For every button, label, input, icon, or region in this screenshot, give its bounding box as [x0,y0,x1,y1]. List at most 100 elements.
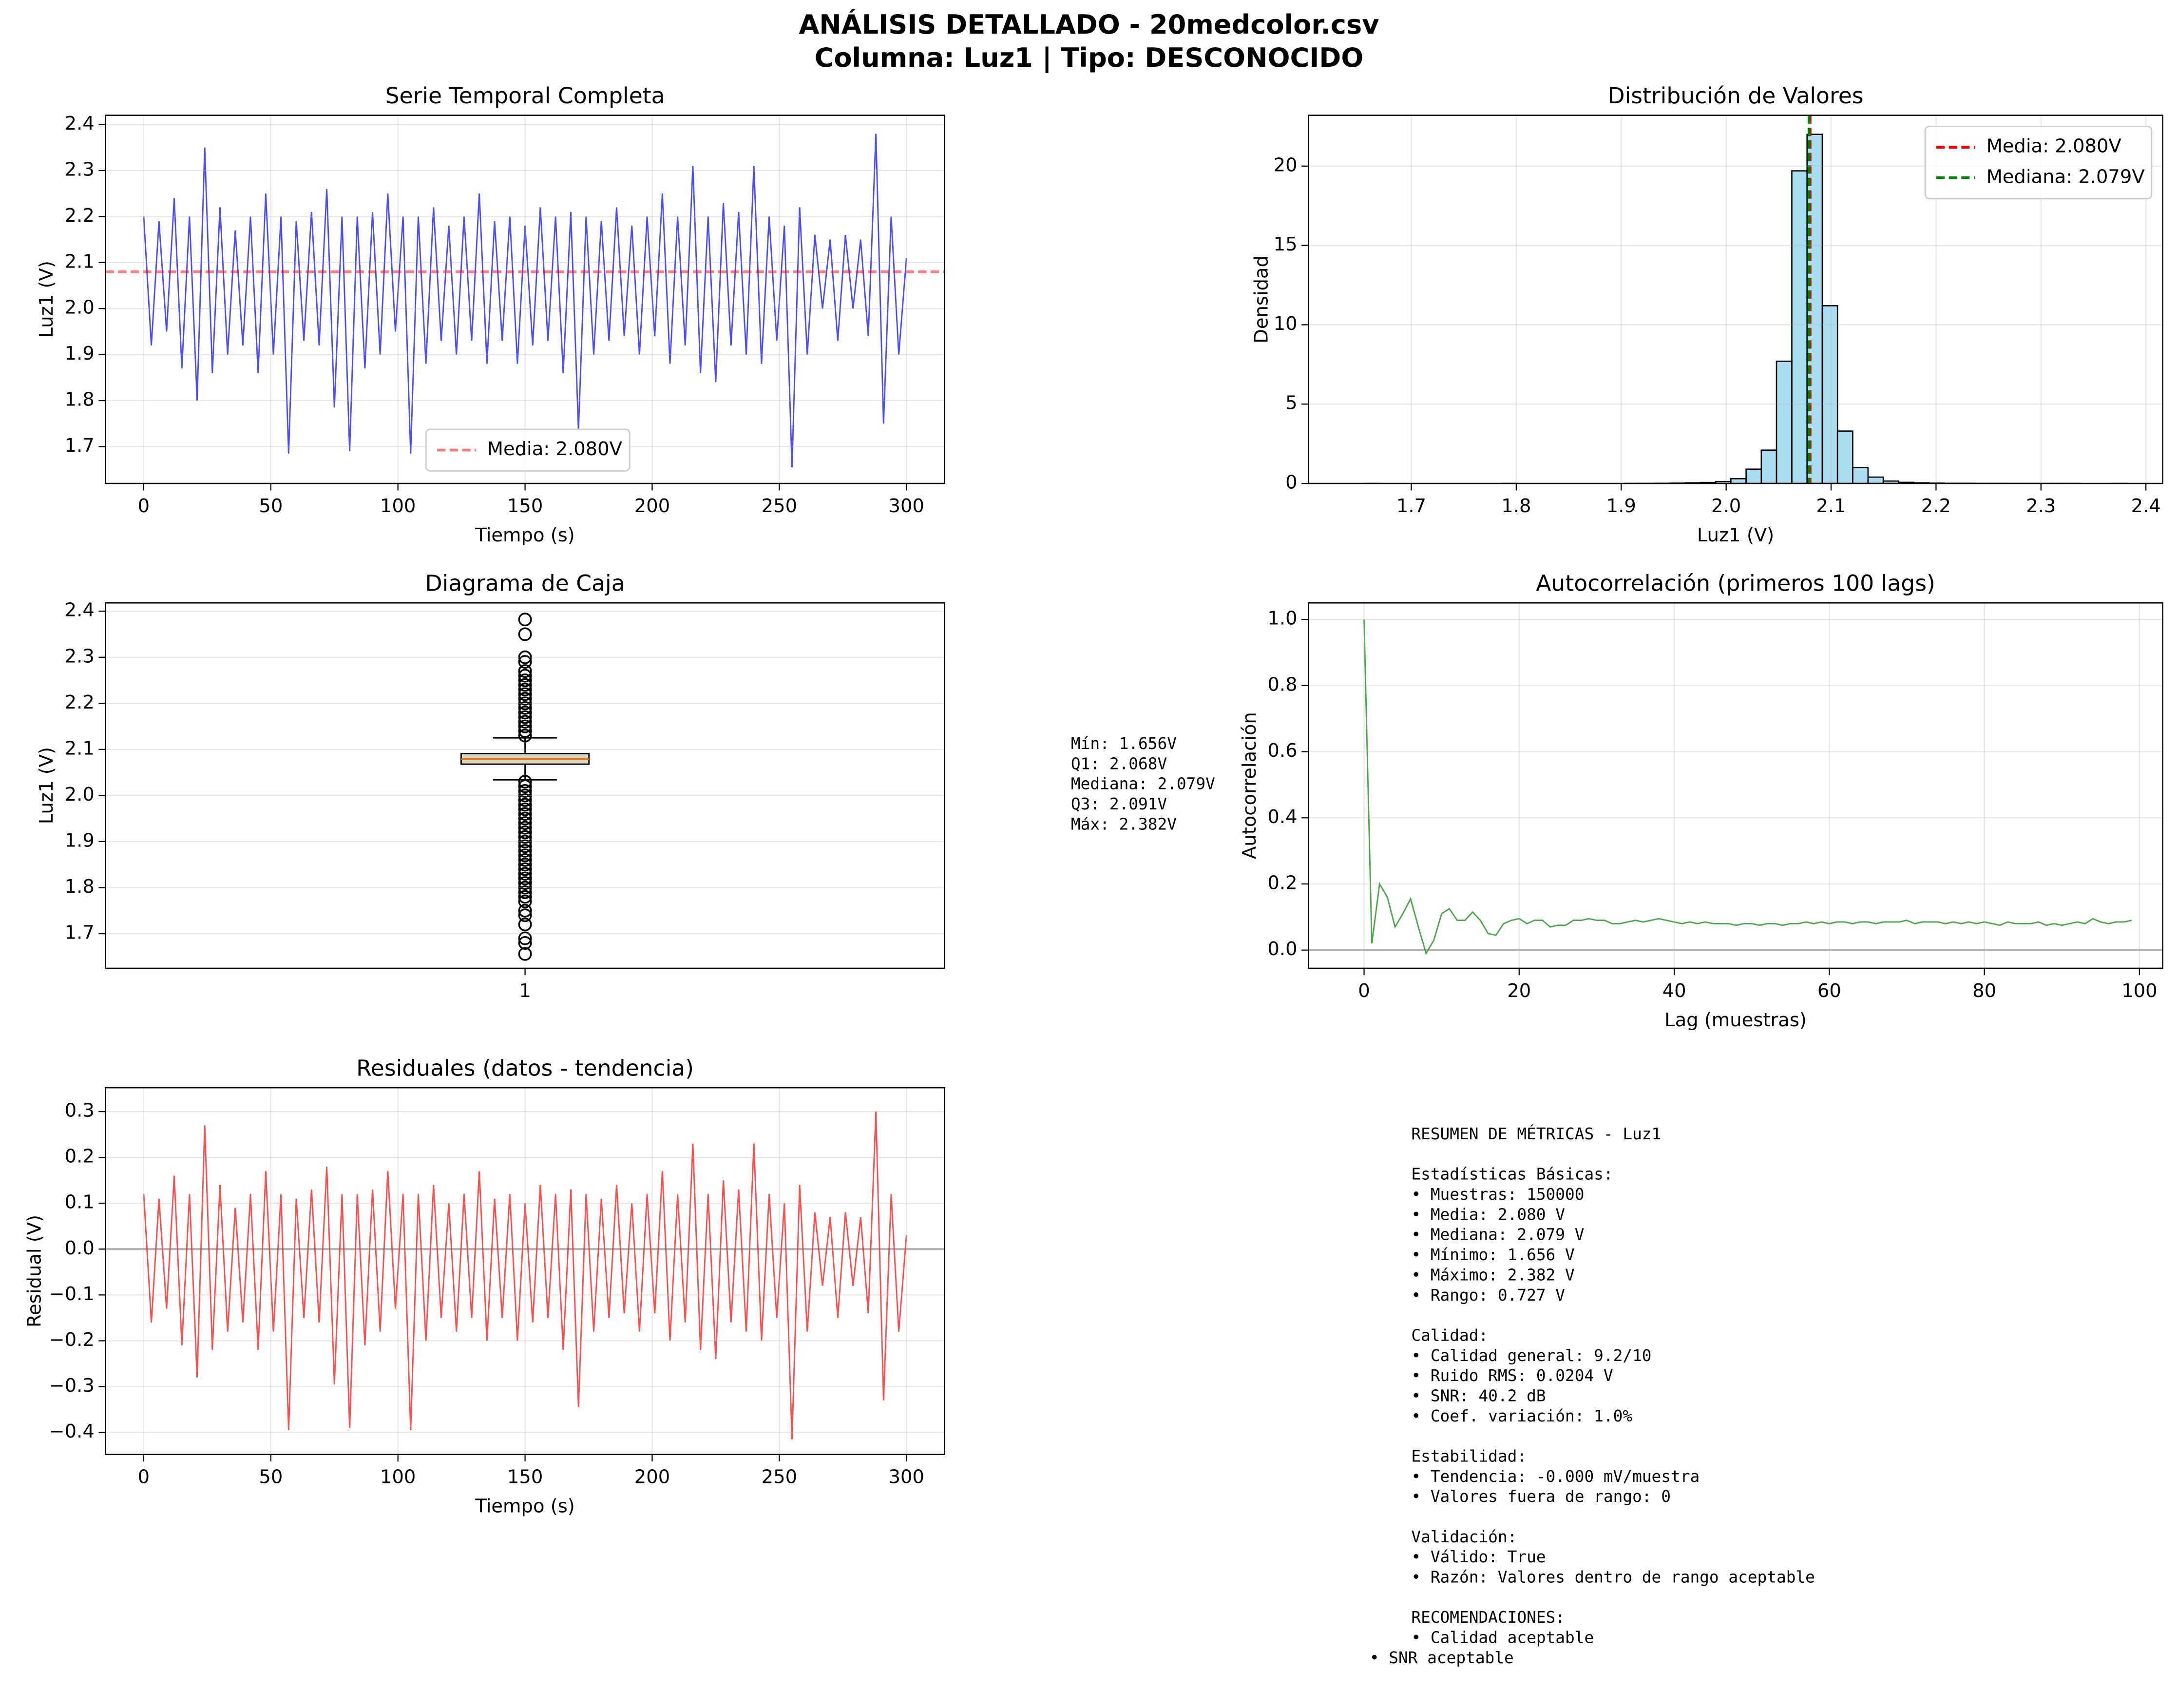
y-tick-label: 2.0 [65,297,95,319]
figure-title: ANÁLISIS DETALLADO - 20medcolor.csv [799,9,1379,40]
flier [518,613,532,627]
x-tick-label: 1.8 [1501,495,1531,517]
y-tick-label: −0.1 [49,1283,94,1305]
flier [518,701,532,715]
box-stats: Mín: 1.656V [1071,734,1177,753]
x-tick-label: 300 [889,1466,924,1488]
summary-line: • Coef. variación: 1.0% [1411,1407,1632,1425]
flier [518,784,532,798]
flier [518,793,532,807]
summary-line: RECOMENDACIONES: [1411,1608,1565,1627]
flier [518,719,532,733]
summary-line: Calidad: [1411,1326,1488,1344]
x-tick-label: 50 [259,1466,283,1488]
y-tick-label: 1.7 [65,435,95,457]
summary-line: • Valores fuera de rango: 0 [1411,1487,1671,1506]
box-stats: Q3: 2.091V [1071,795,1167,813]
flier [518,908,532,922]
flier [518,678,532,692]
x-tick-label: 0 [1358,980,1370,1002]
flier [518,706,532,720]
summary-line: Estabilidad: [1411,1447,1527,1465]
flier [518,710,532,724]
y-tick-label: 2.3 [65,645,95,667]
flier [518,627,532,641]
y-tick-label: 1.9 [65,829,95,851]
flier [518,715,532,729]
data-line [1363,619,2132,956]
flier [518,696,532,710]
summary-line: • SNR: 40.2 dB [1411,1386,1546,1405]
x-tick-label: 1.7 [1396,495,1426,517]
y-tick-label: 0 [1285,472,1297,494]
summary-line: RESUMEN DE MÉTRICAS - Luz1 [1411,1125,1661,1143]
x-tick-label: 1 [519,980,531,1002]
flier [518,871,532,885]
flier [518,848,532,863]
x-axis-label: Tiempo (s) [475,1496,574,1517]
x-tick-label: 60 [1817,980,1841,1002]
legend-box [1924,125,2153,200]
flier [518,807,532,821]
flier [518,844,532,858]
x-tick-label: 2.3 [2026,495,2056,517]
x-tick-label: 300 [889,495,924,517]
y-tick-label: 1.9 [65,343,95,365]
plot-area [460,613,590,961]
y-tick-label: 1.8 [65,876,95,898]
x-tick-label: 2.2 [1921,495,1951,517]
y-tick-label: 0.0 [65,1237,95,1259]
y-tick-label: 0.2 [1267,872,1297,894]
legend-box [425,428,630,472]
legend-label: Media: 2.080V [1987,135,2121,157]
plot-area [105,134,945,468]
flier [518,876,532,890]
y-tick-label: 0.2 [65,1146,95,1168]
y-tick-label: 10 [1274,313,1298,335]
flier [518,894,532,908]
y-tick-label: −0.2 [49,1329,94,1351]
x-tick-label: 200 [634,1466,670,1488]
x-tick-label: 40 [1662,980,1686,1002]
x-axis-label: Tiempo (s) [475,524,574,546]
data-line [143,1112,907,1439]
x-tick-label: 100 [380,495,416,517]
summary-line: Estadísticas Básicas: [1411,1165,1613,1184]
flier [518,788,532,803]
x-tick-label: 0 [138,495,150,517]
flier [518,862,532,876]
hist-bar [1760,449,1777,484]
box-stats: Máx: 2.382V [1071,815,1177,833]
y-tick-label: 1.0 [1267,608,1297,630]
summary-line: • Rango: 0.727 V [1411,1286,1565,1305]
summary-line: • Calidad aceptable [1411,1628,1594,1647]
y-tick-label: 2.0 [65,784,95,806]
x-tick-label: 50 [259,495,283,517]
flier [518,655,532,669]
flier [518,839,532,853]
hist-bar [1852,467,1869,484]
y-tick-label: 0.4 [1267,806,1297,828]
y-tick-label: 2.4 [65,113,95,134]
y-axis-label: Autocorrelación [1239,712,1261,859]
hist-bar [1730,478,1747,484]
flier [518,775,532,789]
x-axis-label: Lag (muestras) [1664,1009,1807,1031]
flier [518,798,532,812]
flier [518,903,532,918]
x-tick-label: 250 [762,1466,797,1488]
y-axis-label: Residual (V) [23,1215,45,1327]
y-tick-label: 0.8 [1267,673,1297,695]
summary-line: • Máximo: 2.382 V [1411,1266,1574,1284]
y-tick-label: 2.1 [65,737,95,759]
box-stats: Mediana: 2.079V [1071,775,1215,793]
legend-label: Media: 2.080V [487,438,622,460]
axes-frame [1308,115,2163,484]
plot-area [1308,619,2163,956]
y-tick-label: −0.4 [49,1420,94,1442]
x-tick-label: 150 [507,495,543,517]
flier [518,687,532,701]
hist-bar [1867,476,1884,484]
